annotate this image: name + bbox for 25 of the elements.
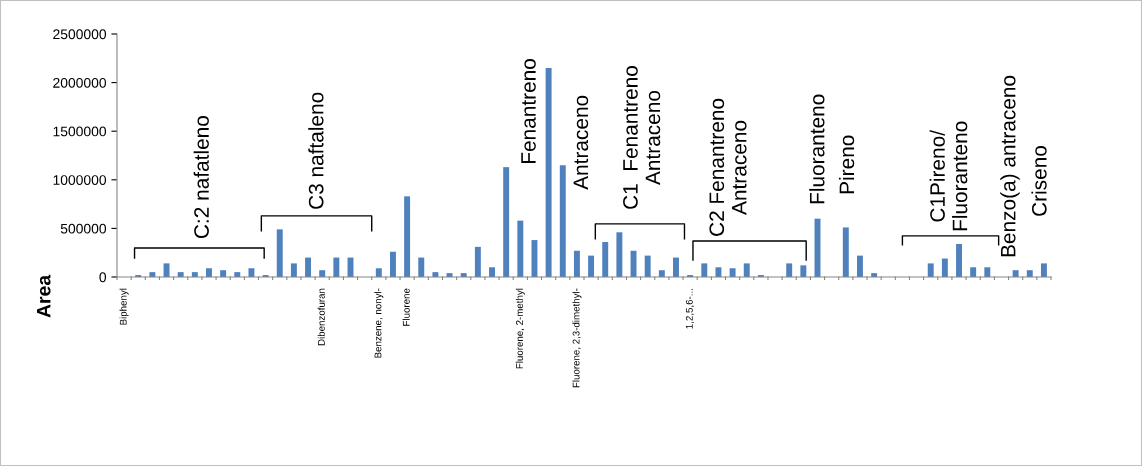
x-tick-label: Dibenzofuran (317, 288, 325, 346)
y-tick-label: 0 (99, 272, 107, 283)
annotation: Antraceno (573, 95, 589, 190)
y-tick-label: 500000 (60, 223, 107, 234)
annotation: C1Pireno/ Fluoranteno (929, 121, 968, 231)
y-tick-label: 2000000 (53, 77, 107, 88)
y-tick-label: 2500000 (53, 29, 107, 40)
annotation: C2 Fenantreno Antraceno (709, 98, 747, 236)
x-tick-label: Fluorene, 2-methyl (515, 288, 525, 369)
annotation: Fluoranteno (809, 94, 825, 204)
annotation: Benzo(a) antraceno (1000, 75, 1020, 257)
annotation: Pireno (838, 135, 855, 194)
x-tick-label: Benzene, nonyl- (374, 288, 384, 358)
x-tick-label: 1,2,5,6-... (685, 288, 694, 329)
x-tick-label: Fluorene, 2,3-dimethyl- (572, 288, 582, 388)
annotation: Fenantreno (521, 59, 536, 164)
annotation: C:2 nafatleno (193, 116, 209, 239)
annotation: C1 Fenantreno Antraceno (623, 66, 661, 209)
y-axis-title: Area (37, 274, 51, 318)
y-tick-label: 1000000 (53, 175, 107, 185)
x-tick-label: Fluorene (402, 288, 410, 326)
y-tick-label: 1500000 (53, 126, 107, 137)
x-tick-label: Biphenyl (119, 288, 129, 325)
annotation: C3 naftaleno (308, 92, 324, 209)
annotation: Criseno (1031, 146, 1047, 216)
